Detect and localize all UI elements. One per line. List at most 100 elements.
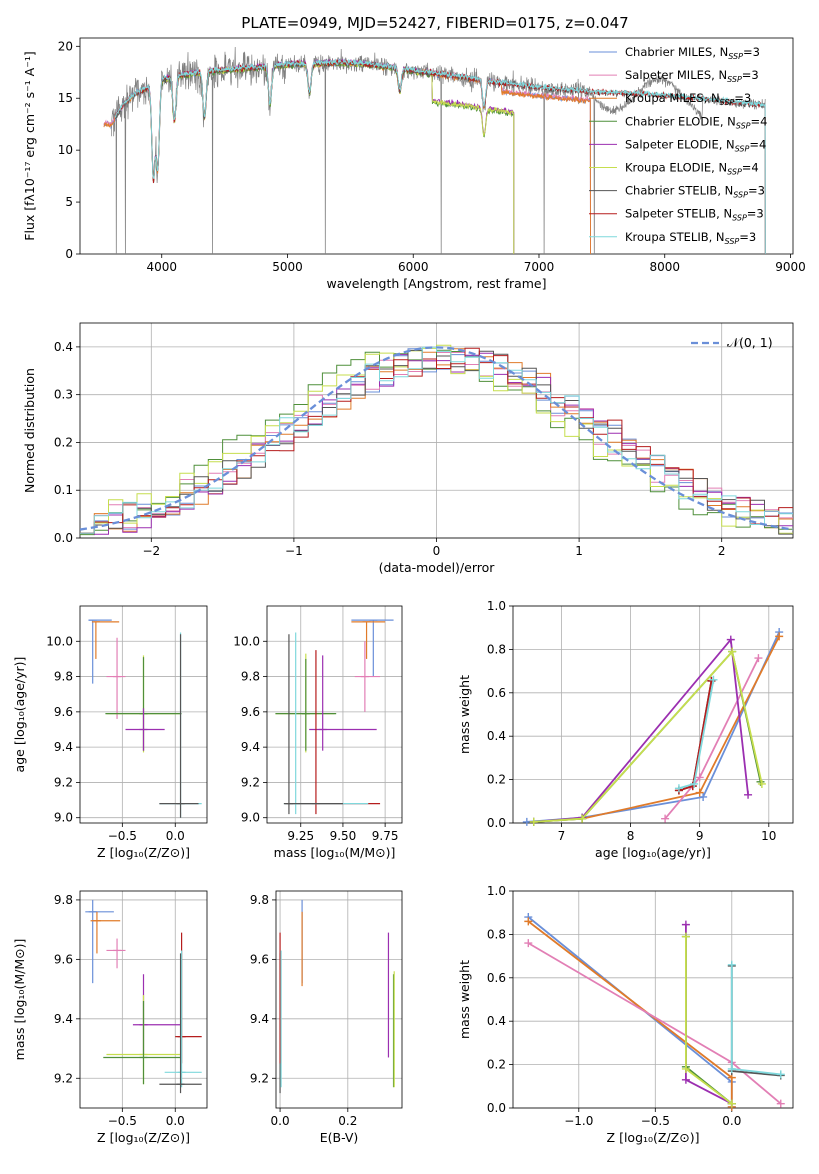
x-axis-label: age [log₁₀(age/yr)] xyxy=(595,845,711,860)
mass-weight-line xyxy=(527,942,782,1105)
y-tick-label: 0.8 xyxy=(487,927,506,941)
x-axis-label: Z [log₁₀(Z/Z⊙)] xyxy=(97,1130,190,1145)
axes-frame xyxy=(266,605,403,824)
x-tick-label: 9.25 xyxy=(287,829,314,843)
y-tick-label: 9.2 xyxy=(250,1071,269,1085)
legend-value: =3 xyxy=(739,230,756,244)
mass-weight-line xyxy=(730,965,781,1077)
legend-label: Salpeter STELIB, NSSP=3 xyxy=(625,207,764,223)
plus-marker xyxy=(744,790,753,799)
y-tick-label: 9.8 xyxy=(241,670,260,684)
x-tick-label: 9 xyxy=(696,829,704,843)
y-tick-label: 0.1 xyxy=(54,483,73,497)
y-tick-label: 9.0 xyxy=(54,811,73,825)
y-tick-label: 0.4 xyxy=(54,340,73,354)
x-axis-label: (data-model)/error xyxy=(379,560,496,575)
y-tick-label: 0.0 xyxy=(487,816,506,830)
legend-label: Salpeter MILES, NSSP=3 xyxy=(625,68,759,84)
model-spectrum-line xyxy=(114,58,766,254)
y-tick-label: 9.8 xyxy=(250,893,269,907)
y-tick-label: 5 xyxy=(65,195,73,209)
plus-marker xyxy=(524,939,533,948)
model-spectrum-line xyxy=(148,58,515,254)
y-tick-label: 0.3 xyxy=(54,388,73,402)
x-tick-label: 0.2 xyxy=(338,1114,357,1128)
plus-marker xyxy=(775,632,784,641)
mass-weight-vs-metallicity-panel: −1.0 −0.5 0.0 0.0 0.2 0.4 0.6 0.8 1.0 Z [log₁₀(Z/… xyxy=(457,884,794,1145)
y-tick-label: 15 xyxy=(58,91,73,105)
y-axis-label: Normed distribution xyxy=(22,368,37,493)
y-tick-label: 9.2 xyxy=(54,1071,73,1085)
plus-marker xyxy=(524,917,533,926)
legend-subscript: SSP xyxy=(732,214,747,223)
y-tick-label: 0.6 xyxy=(487,971,506,985)
y-tick-label: 9.0 xyxy=(241,811,260,825)
x-tick-label: 2 xyxy=(718,544,726,558)
x-tick-label: 10 xyxy=(761,829,776,843)
mass-vs-metallicity-panel: −0.5 0.0 9.2 9.4 9.6 9.8 Z [log₁₀(Z/Z⊙)] mass [… xyxy=(12,890,208,1145)
plus-marker xyxy=(728,647,737,656)
y-tick-label: 10.0 xyxy=(46,634,73,648)
normal-distribution-curve xyxy=(80,346,793,531)
y-tick-label: 1.0 xyxy=(487,884,506,898)
plus-marker xyxy=(754,654,763,663)
legend-value: =3 xyxy=(742,68,759,82)
y-tick-label: 9.8 xyxy=(54,670,73,684)
plus-marker xyxy=(776,1099,785,1108)
x-tick-label: 6000 xyxy=(398,260,429,274)
y-axis-label: mass [log₁₀(M/M⊙)] xyxy=(12,939,27,1061)
axes-frame xyxy=(512,605,794,824)
plus-marker xyxy=(681,920,690,929)
plus-marker xyxy=(681,1075,690,1084)
y-tick-label: 0 xyxy=(65,247,73,261)
plus-marker xyxy=(757,779,766,788)
x-tick-label: 7 xyxy=(558,829,566,843)
y-tick-label: 9.4 xyxy=(54,740,73,754)
plus-marker xyxy=(578,814,587,823)
x-tick-label: 9.75 xyxy=(372,829,399,843)
mass-weight-line xyxy=(685,936,733,1105)
x-tick-label: 0.0 xyxy=(166,829,185,843)
legend-subscript: SSP xyxy=(736,121,751,130)
legend-value: =4 xyxy=(751,114,768,128)
x-axis-label: E(B-V) xyxy=(320,1130,359,1145)
x-tick-label: −0.5 xyxy=(641,1114,670,1128)
x-tick-label: −0.5 xyxy=(108,829,137,843)
legend-subscript: SSP xyxy=(720,98,735,107)
x-tick-label: 8000 xyxy=(649,260,680,274)
figure-title: PLATE=0949, MJD=52427, FIBERID=0175, z=0… xyxy=(241,14,628,32)
y-tick-label: 0.4 xyxy=(487,729,506,743)
legend-subscript: SSP xyxy=(733,191,748,200)
x-tick-label: 0 xyxy=(433,544,441,558)
plus-marker xyxy=(726,635,735,644)
y-tick-label: 20 xyxy=(58,39,73,53)
mass-weight-line xyxy=(685,936,733,1105)
plus-marker xyxy=(681,932,690,941)
plus-marker xyxy=(695,773,704,782)
x-axis-label: mass [log₁₀(M/M⊙)] xyxy=(274,845,396,860)
legend-value: =4 xyxy=(742,161,759,175)
legend-value: =3 xyxy=(743,45,760,59)
y-tick-label: 0.2 xyxy=(487,773,506,787)
axes-frame xyxy=(79,37,794,255)
y-tick-label: 0.2 xyxy=(487,1058,506,1072)
plus-marker xyxy=(690,779,699,788)
y-axis-label: age [log₁₀(age/yr)] xyxy=(12,657,27,773)
legend-value: =3 xyxy=(747,207,764,221)
axes-frame xyxy=(275,890,403,1109)
legend-subscript: SSP xyxy=(728,52,743,61)
x-tick-label: 5000 xyxy=(272,260,303,274)
axes-frame xyxy=(79,605,208,824)
y-tick-label: 10 xyxy=(58,143,73,157)
plus-marker xyxy=(529,817,538,826)
legend-label: 𝒩(0, 1) xyxy=(727,335,773,350)
plus-marker xyxy=(695,788,704,797)
residual-histogram-step xyxy=(80,346,793,534)
legend-subscript: SSP xyxy=(727,75,742,84)
y-tick-label: 9.4 xyxy=(54,1012,73,1026)
plus-marker xyxy=(727,1064,736,1073)
y-axis-label: Flux [fλ10⁻¹⁷ erg cm⁻² s⁻¹ A⁻¹] xyxy=(22,51,37,240)
plus-marker xyxy=(727,960,736,969)
residuals-panel: −2 −1 0 1 2 0.0 0.1 0.2 0.3 0.4 (data-model)/error… xyxy=(22,322,794,575)
legend-label: Kroupa STELIB, NSSP=3 xyxy=(625,230,756,246)
